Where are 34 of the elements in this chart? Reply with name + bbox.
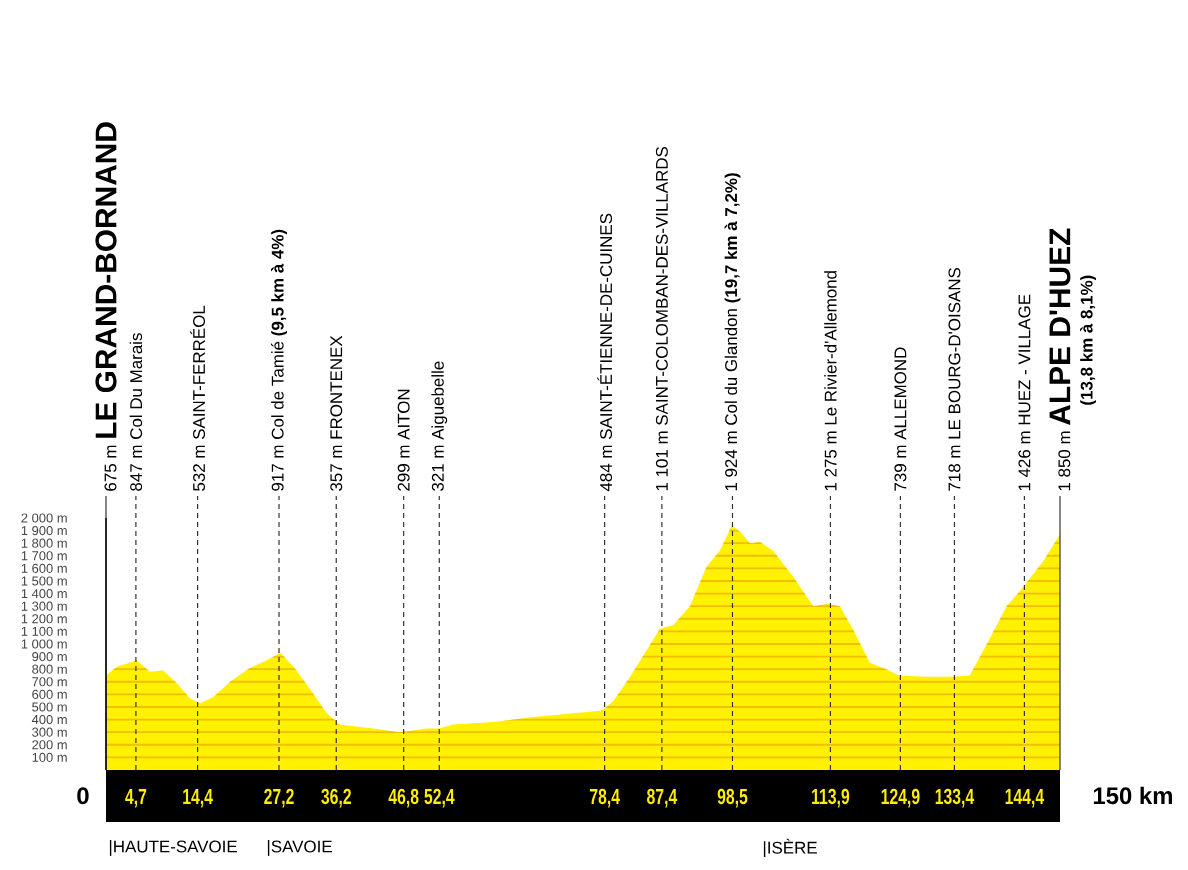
text: |ISÈRE — [763, 838, 817, 858]
x-tick-label: 14,4 — [183, 788, 213, 808]
x-tick-label: 124,9 — [881, 788, 920, 808]
x-tick-label: 144,4 — [1005, 788, 1045, 808]
text: 0 — [77, 787, 89, 805]
x-tick-label: 78,4 — [589, 788, 620, 808]
ref-line-label: 321 m Aiguebelle — [431, 361, 448, 491]
text: 150 km — [1093, 786, 1172, 805]
ref-line-label: 718 m LE BOURG-D'OISANS — [948, 267, 961, 491]
x-tick-label: 87,4 — [647, 788, 678, 808]
ref-line-label: 1 275 m Le Rivier-d'Allemond — [824, 271, 837, 491]
x-tick-label: 46,8 — [388, 788, 419, 808]
text: (13,8 km à 8,1%) — [1080, 275, 1096, 405]
ref-line-label: 739 m ALLEMOND — [894, 347, 907, 491]
ref-line-label: 847 m Col Du Marais — [129, 333, 143, 491]
x-tick-label: 36,2 — [321, 788, 351, 808]
ref-line-label: 675 m LE GRAND-BORNAND — [95, 122, 117, 491]
text: |HAUTE-SAVOIE — [109, 840, 237, 856]
ref-line-label: 1 850 m ALPE D'HUEZ — [1049, 228, 1071, 491]
x-tick-label: 98,5 — [717, 788, 748, 808]
ref-line-label: 299 m AITON — [397, 389, 410, 491]
x-tick-label: 4,7 — [125, 788, 147, 808]
ref-line-label: 917 m Col de Tamié (9,5 km à 4%) — [271, 229, 287, 491]
text: |SAVOIE — [267, 840, 332, 856]
ref-line-label: 1 101 m SAINT-COLOMBAN-DES-VILLARDS — [655, 146, 668, 491]
x-tick-label: 52,4 — [424, 788, 455, 808]
ref-line-label: 1 426 m HUEZ - VILLAGE — [1018, 294, 1031, 491]
ref-line-label: 484 m SAINT-ÉTIENNE-DE-CUINES — [597, 213, 613, 492]
ref-line-label: 1 924 m Col du Glandon (19,7 km à 7,2%) — [724, 173, 741, 491]
x-tick-label: 133,4 — [935, 788, 975, 808]
x-tick-label: 27,2 — [264, 788, 294, 808]
ref-line-label: 532 m SAINT-FERRÉOL — [190, 305, 206, 491]
ref-line-label: 357 m FRONTENEX — [330, 335, 343, 491]
x-tick-label: 113,9 — [812, 788, 850, 808]
